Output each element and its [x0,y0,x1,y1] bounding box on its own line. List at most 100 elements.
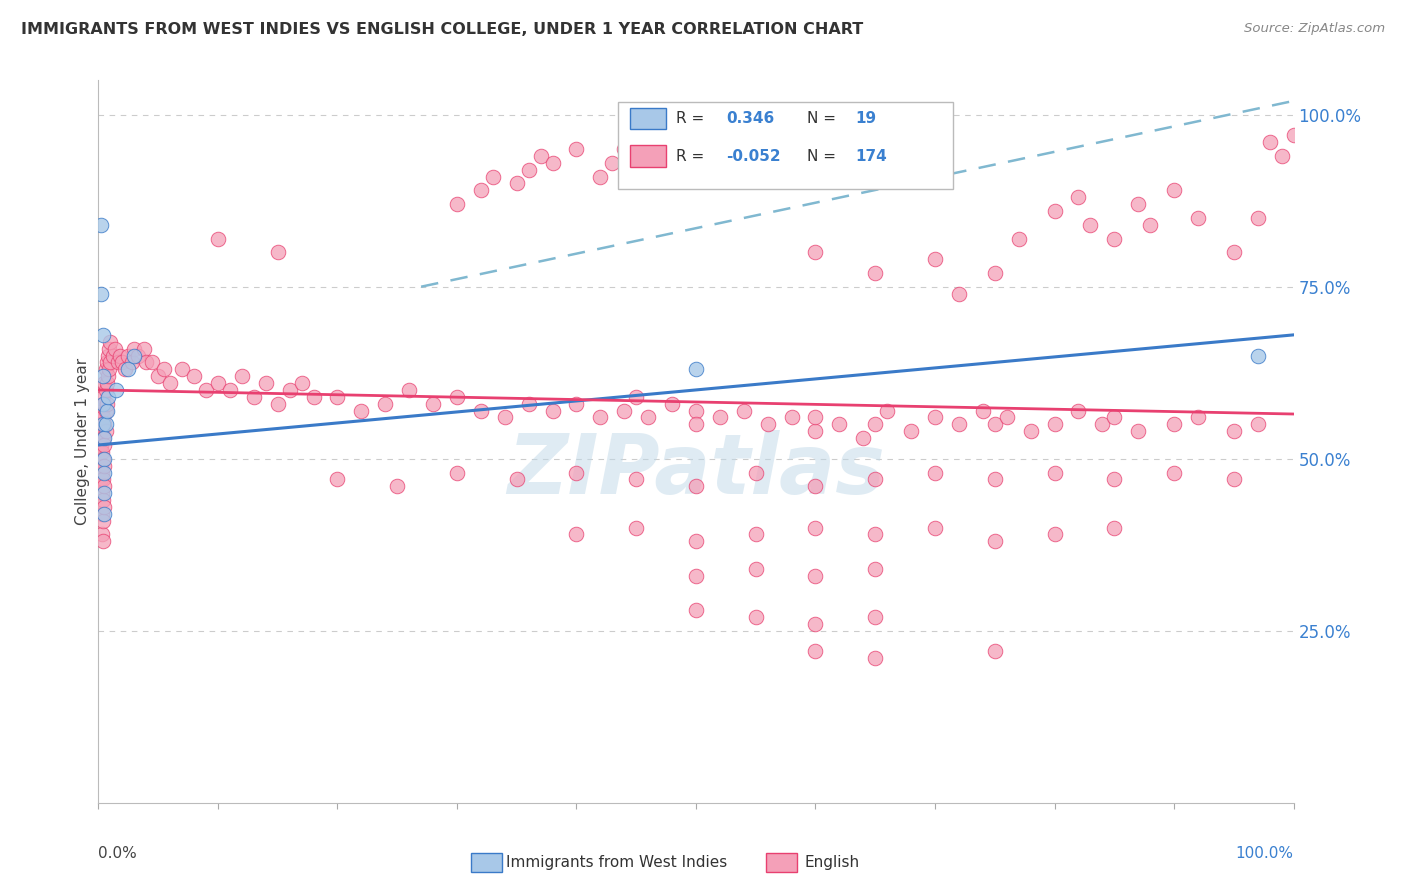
Point [91,424,114,438]
Point [1163,417,1185,432]
Point [93,438,115,452]
Point [1223,472,1246,486]
Point [350,403,373,417]
FancyBboxPatch shape [619,102,953,189]
Point [195,383,218,397]
Point [153,362,176,376]
Point [94,424,117,438]
Point [1104,520,1126,534]
Point [984,266,1007,280]
Point [1128,197,1150,211]
Point [924,466,946,480]
Point [1067,403,1090,417]
Point [804,520,827,534]
Text: IMMIGRANTS FROM WEST INDIES VS ENGLISH COLLEGE, UNDER 1 YEAR CORRELATION CHART: IMMIGRANTS FROM WEST INDIES VS ENGLISH C… [21,22,863,37]
Point [828,417,851,432]
Point [91,369,114,384]
Point [745,610,768,624]
Point [94,417,117,432]
Point [91,451,114,466]
Point [865,472,887,486]
Point [865,651,887,665]
Y-axis label: College, Under 1 year: College, Under 1 year [75,358,90,525]
Point [97,349,120,363]
Point [90,417,112,432]
Point [91,493,114,508]
Text: R =: R = [676,112,709,126]
Point [1187,211,1209,225]
Point [481,169,505,184]
Point [90,218,112,232]
Point [530,149,553,163]
Point [97,390,120,404]
Point [685,403,707,417]
Point [96,397,118,411]
Point [804,424,827,438]
Point [804,616,827,631]
Point [602,156,624,170]
Point [900,424,922,438]
Point [93,500,115,514]
Point [96,403,118,417]
Point [91,431,114,445]
Point [626,390,648,404]
Point [1104,472,1126,486]
Bar [630,108,666,129]
Point [995,410,1018,425]
Point [93,486,115,500]
Point [254,376,277,390]
Point [506,472,529,486]
Point [804,568,827,582]
Point [135,355,157,369]
Point [94,383,117,397]
Bar [630,145,666,167]
Point [91,397,114,411]
Point [91,445,114,459]
Point [107,355,129,369]
Point [127,349,149,363]
Point [626,520,648,534]
Point [172,362,194,376]
Point [1223,245,1246,260]
Point [91,410,114,425]
Point [565,527,588,541]
Point [1128,424,1150,438]
Point [159,376,181,390]
Point [852,431,875,445]
Point [613,142,636,156]
Point [91,514,114,528]
Point [114,362,136,376]
Text: N =: N = [807,149,841,163]
Point [93,479,115,493]
Text: 174: 174 [855,149,887,163]
Point [1008,231,1031,245]
Point [517,162,540,177]
Point [98,334,122,349]
Point [117,362,139,376]
Point [93,431,115,445]
Point [589,169,612,184]
Point [1258,135,1281,149]
Point [948,286,970,301]
Point [804,644,827,658]
Point [94,403,117,417]
Point [685,417,707,432]
Point [1282,128,1305,143]
Text: ZIPatlas: ZIPatlas [508,430,884,511]
Point [745,562,768,576]
Point [98,362,121,376]
Point [93,397,115,411]
Point [90,286,112,301]
Point [804,245,827,260]
Point [267,245,290,260]
Text: 19: 19 [855,112,876,126]
Point [91,466,114,480]
Point [541,156,564,170]
Point [91,417,114,432]
Point [243,390,266,404]
Text: English: English [804,855,859,870]
Point [398,383,420,397]
Point [101,349,124,363]
Point [745,466,768,480]
Point [291,376,314,390]
